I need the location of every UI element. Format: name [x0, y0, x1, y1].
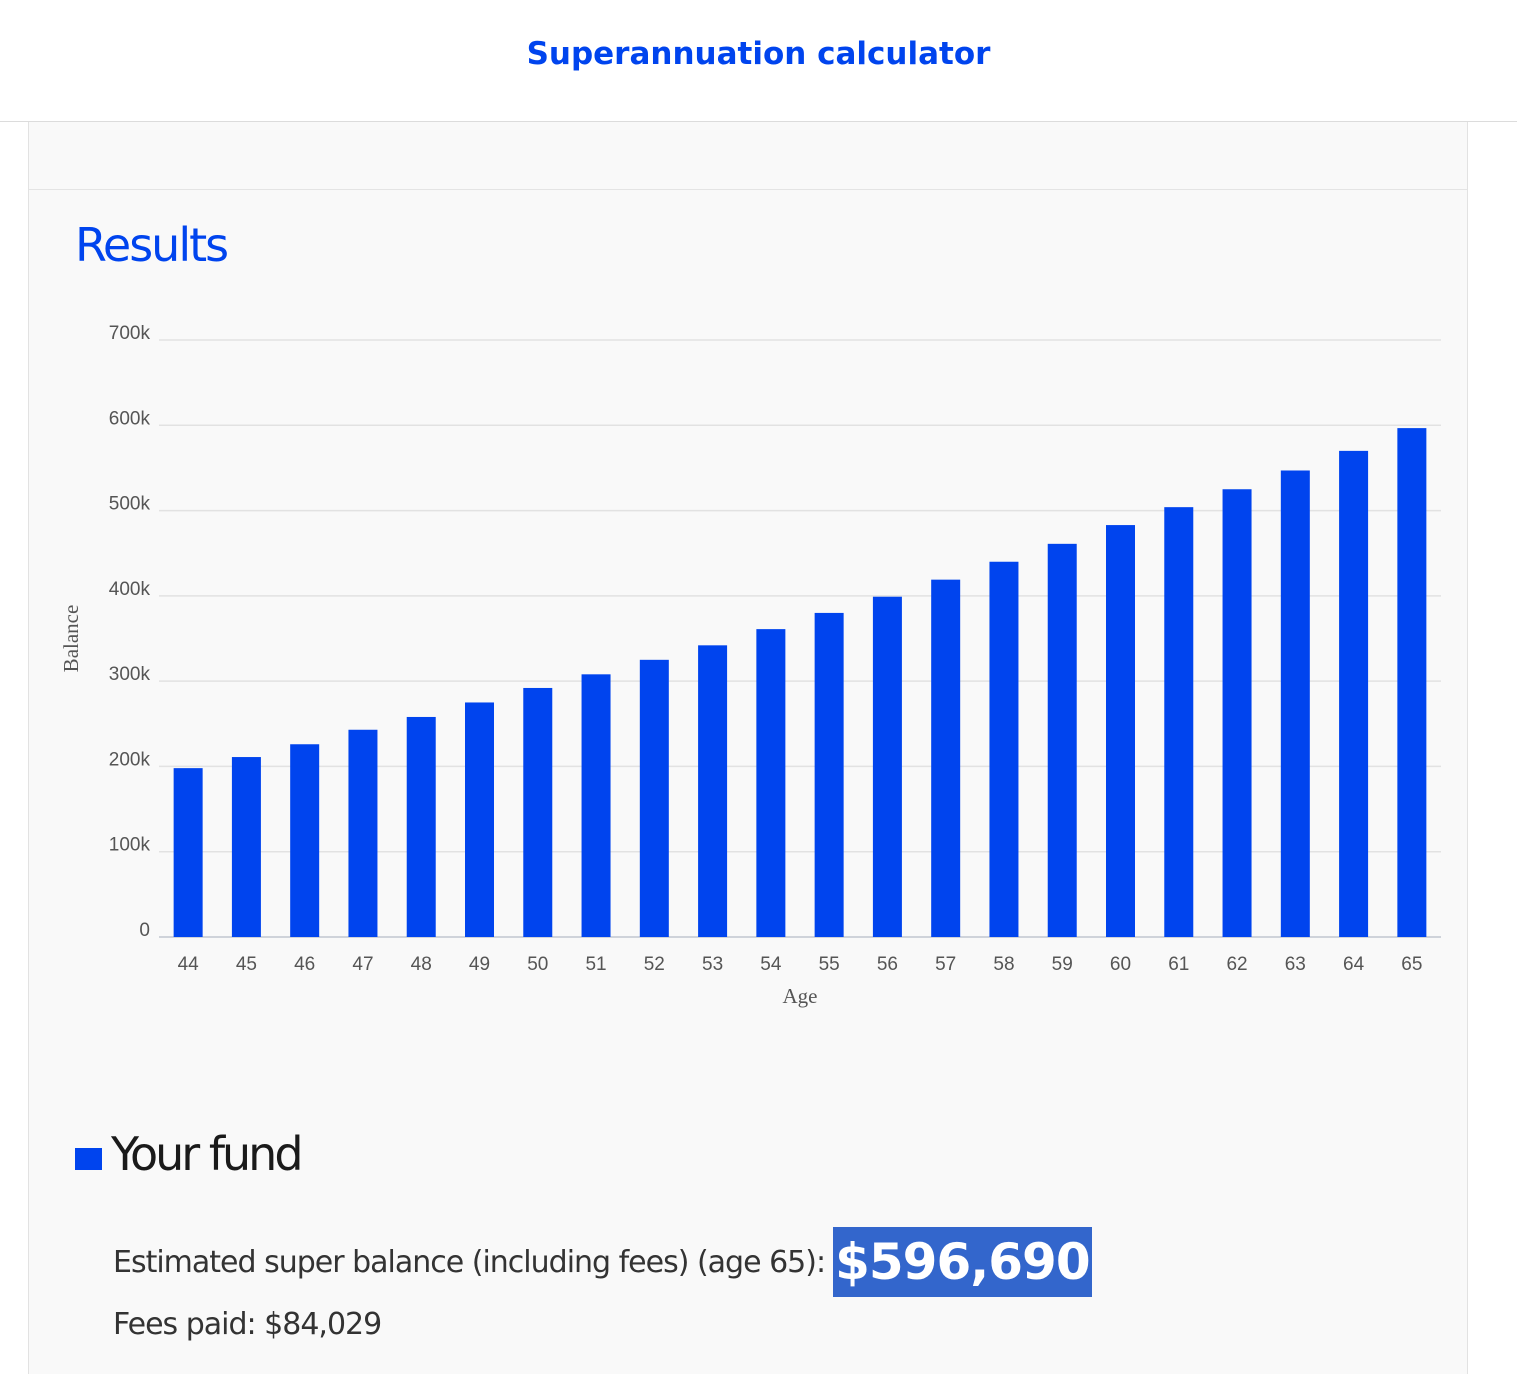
x-tick-label: 50 [527, 954, 548, 975]
bar [290, 744, 320, 937]
x-tick-label: 59 [1052, 954, 1073, 975]
x-tick-label: 57 [935, 954, 956, 975]
x-tick-label: 60 [1110, 954, 1131, 975]
y-tick-label: 700k [109, 323, 151, 344]
x-tick-label: 46 [294, 954, 315, 975]
x-tick-label: 62 [1226, 954, 1247, 975]
bar [173, 768, 203, 937]
bar [872, 596, 902, 937]
bar [1106, 525, 1135, 937]
y-tick-label: 300k [109, 664, 151, 685]
x-axis-title: Age [783, 984, 818, 1008]
fund-legend-swatch [75, 1148, 102, 1170]
x-tick-label: 56 [877, 954, 898, 975]
bar [1222, 489, 1252, 937]
bar [348, 729, 378, 937]
x-tick-label: 47 [352, 954, 373, 975]
x-tick-label: 54 [760, 954, 782, 975]
bar [1397, 428, 1427, 937]
x-tick-label: 52 [644, 954, 665, 975]
x-tick-label: 55 [819, 954, 840, 975]
bar [231, 757, 261, 937]
results-title: Results [75, 218, 229, 272]
y-tick-label: 100k [109, 835, 151, 856]
x-tick-label: 53 [702, 954, 723, 975]
estimate-line: Estimated super balance (including fees)… [113, 1220, 1092, 1304]
x-tick-label: 63 [1285, 954, 1306, 975]
bar [523, 687, 553, 937]
y-tick-label: 200k [109, 749, 151, 770]
fees-paid: Fees paid: $84,029 [113, 1307, 382, 1342]
x-tick-label: 61 [1168, 954, 1189, 975]
y-tick-label: 600k [109, 408, 151, 429]
bar [1164, 507, 1194, 937]
bar [1047, 543, 1077, 937]
x-tick-label: 48 [411, 954, 432, 975]
y-tick-label: 500k [109, 494, 151, 515]
bar [581, 674, 611, 937]
bar [756, 629, 786, 937]
bar [1280, 470, 1310, 937]
page-title: Superannuation calculator [526, 36, 991, 72]
fund-heading: Your fund [75, 1124, 304, 1184]
x-tick-label: 58 [993, 954, 1014, 975]
bar [931, 579, 961, 937]
bar [465, 702, 494, 937]
estimate-value: $596,690 [833, 1227, 1092, 1297]
bar [698, 645, 728, 937]
estimate-label: Estimated super balance (including fees)… [113, 1244, 826, 1280]
bar [406, 716, 436, 937]
results-panel: Results 0 100k 200k 300k 400k 500k 600k 700k 44 4… [28, 122, 1468, 1374]
fund-title: Your fund [111, 1127, 304, 1181]
x-tick-label: 45 [236, 954, 257, 975]
y-tick-label: 400k [109, 579, 151, 600]
x-tick-label: 51 [585, 954, 606, 975]
bar [639, 659, 669, 937]
y-axis-title: Balance [59, 605, 83, 673]
bar [814, 612, 844, 937]
bar [1339, 450, 1369, 937]
x-tick-label: 49 [469, 954, 490, 975]
x-tick-label: 64 [1343, 954, 1365, 975]
x-tick-label: 65 [1401, 954, 1422, 975]
bar [989, 561, 1019, 937]
top-bar: Superannuation calculator [0, 0, 1517, 122]
x-tick-label: 44 [178, 954, 200, 975]
y-tick-label: 0 [139, 920, 150, 941]
panel-divider [29, 189, 1467, 190]
balance-bar-chart: 0 100k 200k 300k 400k 500k 600k 700k 44 45 46 47 48 4… [59, 323, 1441, 1008]
